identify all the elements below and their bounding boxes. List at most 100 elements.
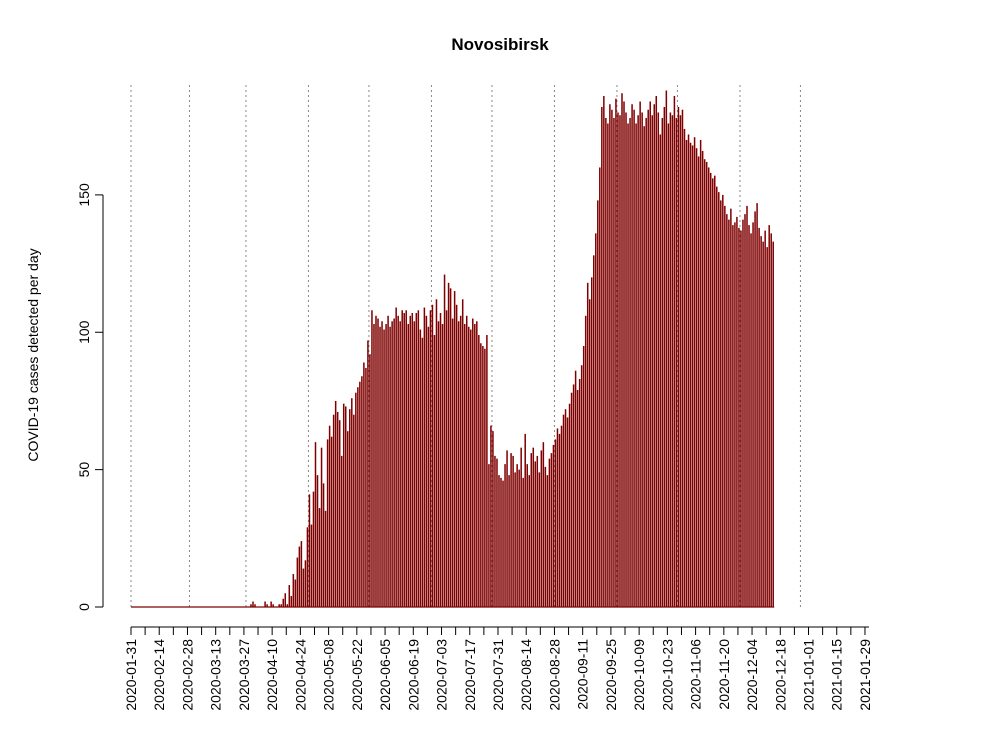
bar [284,593,287,607]
bar [492,431,494,607]
x-tick-label: 2020-03-13 [208,639,224,711]
bar [476,321,478,607]
bar [375,315,377,607]
bar [633,109,635,607]
bar [302,568,305,607]
bar [451,318,454,607]
bar [486,335,488,607]
bar [514,472,516,607]
bar [705,161,708,607]
bar [740,230,742,607]
bar [280,604,282,607]
bar [522,477,524,607]
bar [318,508,321,607]
bar [671,115,674,607]
bar [625,112,627,607]
bar [548,458,551,607]
bar [734,222,736,608]
bar [373,324,375,607]
bar [766,247,768,608]
bar [409,315,412,607]
bar [760,236,762,607]
bar [609,104,611,608]
bar [582,346,585,607]
bar [651,115,653,607]
bar [716,186,718,607]
bar [508,475,510,607]
bar [601,106,603,608]
y-tick-label: 0 [76,603,92,611]
x-tick-label: 2020-08-28 [546,639,562,711]
bar [423,307,426,607]
bar [379,326,381,607]
bar [742,219,744,608]
bar [518,469,520,607]
bar [629,117,631,608]
bar [524,433,526,607]
bar [711,178,714,607]
bar [699,139,702,607]
bar [709,172,712,608]
bar [504,464,506,607]
bar [536,455,539,607]
bar [689,142,692,607]
x-tick-label: 2020-09-11 [575,639,591,710]
bar [367,340,369,607]
bar [389,326,391,607]
bar [643,126,645,608]
bar [744,214,746,607]
bar [467,326,470,607]
bar [756,203,758,607]
bar [772,241,774,607]
bar [439,313,442,607]
bar [728,219,730,608]
bar [667,123,670,607]
bar [570,392,573,607]
bar [720,200,722,608]
bar [526,464,528,607]
bar [397,315,399,607]
bar [621,93,623,607]
x-tick-label: 2020-08-14 [518,639,534,711]
bar [474,324,476,607]
x-tick-label: 2020-02-14 [151,639,167,711]
bar [568,403,571,607]
bar [707,167,710,607]
bar [544,466,547,607]
bar [713,175,716,608]
bar [736,216,738,607]
bar [653,104,656,608]
bar [270,601,272,607]
x-tick-label: 2020-01-31 [123,639,139,711]
bar [472,318,474,607]
bar [528,475,530,607]
bar [332,414,335,607]
bar [732,225,734,607]
x-tick-label: 2020-11-06 [688,639,704,710]
bar [691,145,694,607]
bar [613,117,615,608]
bar [762,241,764,607]
x-tick-label: 2020-12-18 [772,639,788,711]
bar [675,117,678,608]
bar [506,450,508,607]
bar [417,310,420,607]
y-tick-label: 50 [76,462,92,478]
bar [314,442,317,607]
bar [353,414,355,607]
bar [254,604,256,607]
vertical-gridlines [130,85,801,607]
bar [588,299,591,607]
bar [461,299,464,607]
bar [659,134,662,607]
bar [657,112,660,607]
bar [726,214,728,607]
x-tick-label: 2020-04-24 [292,639,308,711]
bar [619,115,621,607]
bar [340,455,343,607]
bar [673,95,676,607]
bar [540,450,543,607]
bar [631,104,633,608]
bar [679,115,682,607]
bar [310,524,313,607]
